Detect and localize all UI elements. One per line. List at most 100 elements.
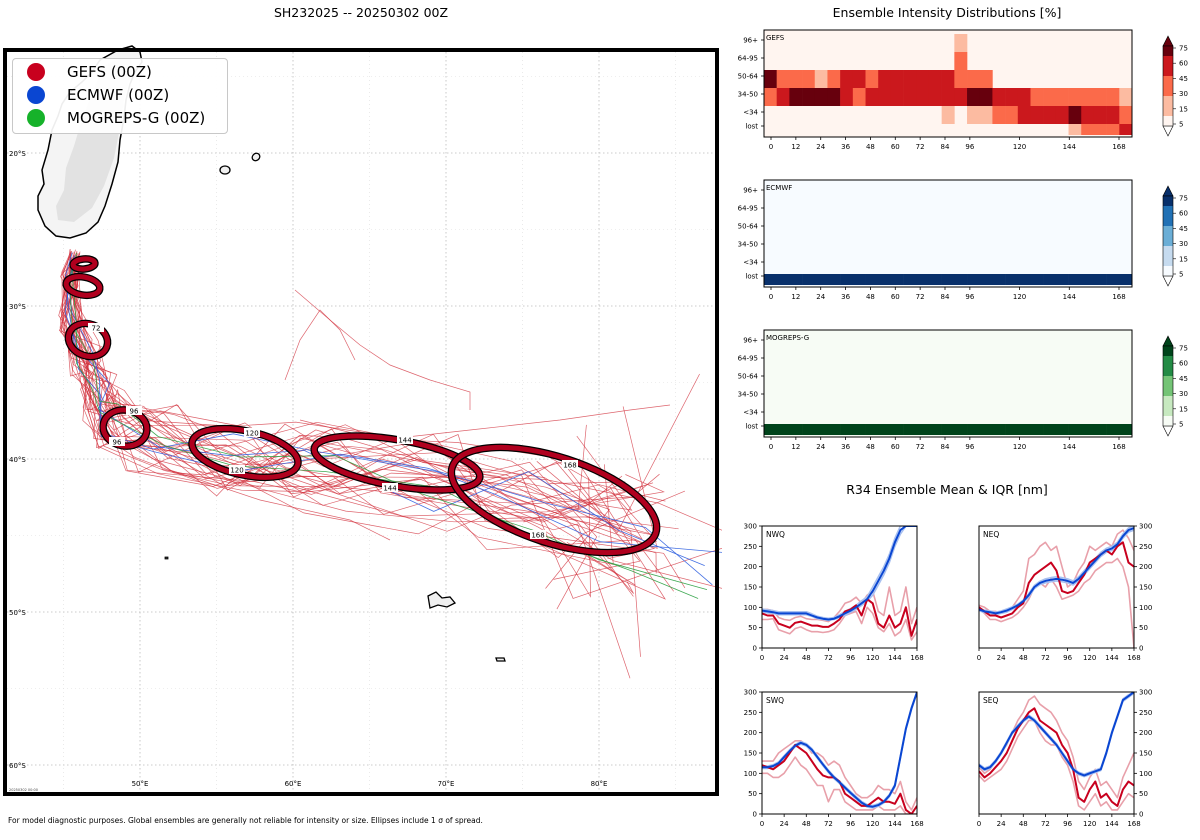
heatmap-cell [1055,424,1069,435]
svg-text:20250302 00:00: 20250302 00:00 [9,788,38,792]
r34-x-label: 48 [1019,654,1028,662]
r34-y-label: 300 [744,689,757,697]
gefs-mean-line [979,707,1134,807]
ellipse-label: 168 [531,532,544,540]
uncertainty-ellipse [69,255,99,273]
legend-marker-mogreps [27,109,45,127]
r34-x-label: 24 [997,654,1006,662]
heatmap-frame [763,179,1133,288]
crozet-islands [164,556,169,560]
heatmap-cell [1093,274,1107,285]
heatmap-cell [814,274,828,285]
heatmap-cell [764,70,777,88]
r34-x-label: 72 [824,654,833,662]
heatmap-frame [763,329,1133,438]
heatmap-row-label: 64-95 [738,205,758,213]
map-graticule: 20°S 30°S 40°S 50°S 60°S 50°E 60°E 70°E 80°E [7,52,715,792]
heatmap-cell [878,70,892,88]
legend-label-mogreps: MOGREPS-G (00Z) [67,109,206,127]
heatmap-panel-label: ECMWF [766,184,792,192]
heatmap-cell [1043,88,1057,106]
lat-label: 50°S [9,609,26,617]
gefs-track [60,260,686,589]
lon-label: 80°E [591,780,608,788]
r34-x-label: 168 [910,820,923,828]
heatmap-row-label: <34 [743,259,758,267]
r34-x-label: 0 [977,820,981,828]
r34-y-label: 0 [753,811,757,819]
r34-y-label: 200 [744,563,757,571]
heatmap-cell [941,88,955,106]
heatmap-cell [1005,274,1019,285]
ellipse-label-bg [229,465,245,474]
heatmap-cell [954,52,968,70]
heatmap-x-label: 36 [841,443,850,451]
ellipse-label: 144 [383,485,397,493]
heatmap-cell [954,34,968,52]
ellipse-label: 168 [563,462,576,470]
heatmap-cell [840,424,854,435]
lon-label: 50°E [132,780,149,788]
heatmap-cell [954,70,968,88]
heatmap-cell [1043,424,1057,435]
heatmap-x-label: 24 [816,443,825,451]
heatmap-cell [916,424,930,435]
r34-y-label: 300 [1139,523,1152,531]
ellipse-label: 96 [130,408,139,416]
heatmap-cell [992,424,1006,435]
r34-x-label: 96 [1063,654,1072,662]
heatmap-cell [1081,106,1095,124]
r34-x-label: 120 [866,654,879,662]
lat-label: 20°S [9,150,26,158]
heatmap-cell [1106,124,1120,135]
ellipse-label: 96 [113,439,122,447]
heatmap-cell [1068,88,1082,106]
heatmap-panel-label: GEFS [766,34,785,42]
colorbar-tick-label: 30 [1179,240,1188,248]
heatmap-cell [967,106,981,124]
legend-label-gefs: GEFS (00Z) [67,63,152,81]
heatmap-cell [979,88,993,106]
heatmap-x-label: 96 [965,443,974,451]
intensity-panel-ecmwf: ECMWF 96+ 64-95 50-64 34-50 <34 lost 0 12 24 36 48 6… [738,179,1188,301]
iqr-line [762,586,917,625]
heatmap-cell [1055,274,1069,285]
r34-panel-label: NEQ [983,530,999,539]
heatmap-cell [852,274,866,285]
gefs-track [69,253,631,679]
heatmap-row-label: lost [745,423,758,431]
heatmap-cell [802,424,816,435]
heatmap-x-label: 84 [941,443,950,451]
heatmap-cell [852,70,866,88]
lat-label: 30°S [9,303,26,311]
heatmap-cell [928,70,942,88]
r34-x-label: 96 [1063,820,1072,828]
heatmap-cell [1030,106,1044,124]
r34-x-label: 120 [1083,820,1096,828]
heatmap-cell [890,70,904,88]
uncertainty-ellipse [62,272,104,300]
r34-y-label: 250 [744,709,757,717]
heatmap-x-label: 12 [791,293,800,301]
gefs-track [63,252,623,523]
heatmap-cell [840,274,854,285]
heatmap-x-label: 60 [891,293,900,301]
colorbar-tick-label: 45 [1179,375,1188,383]
heatmap-cell [890,424,904,435]
mauritius-island [251,152,261,162]
colorbar-tick-label: 60 [1179,210,1188,218]
heatmap-cell [827,274,841,285]
heatmap-x-label: 24 [816,143,825,151]
heatmap-cell [852,424,866,435]
gefs-track [60,254,654,523]
r34-y-label: 0 [1139,811,1143,819]
colorbar-tick-label: 45 [1179,75,1188,83]
heatmap-cell [1106,106,1120,124]
ecmwf-track [64,256,705,566]
r34-y-label: 150 [1139,584,1152,592]
r34-x-label: 168 [1127,654,1140,662]
heatmap-panel-label: MOGREPS-G [766,334,809,342]
heard-island [495,657,506,662]
heatmap-cell [1017,88,1031,106]
